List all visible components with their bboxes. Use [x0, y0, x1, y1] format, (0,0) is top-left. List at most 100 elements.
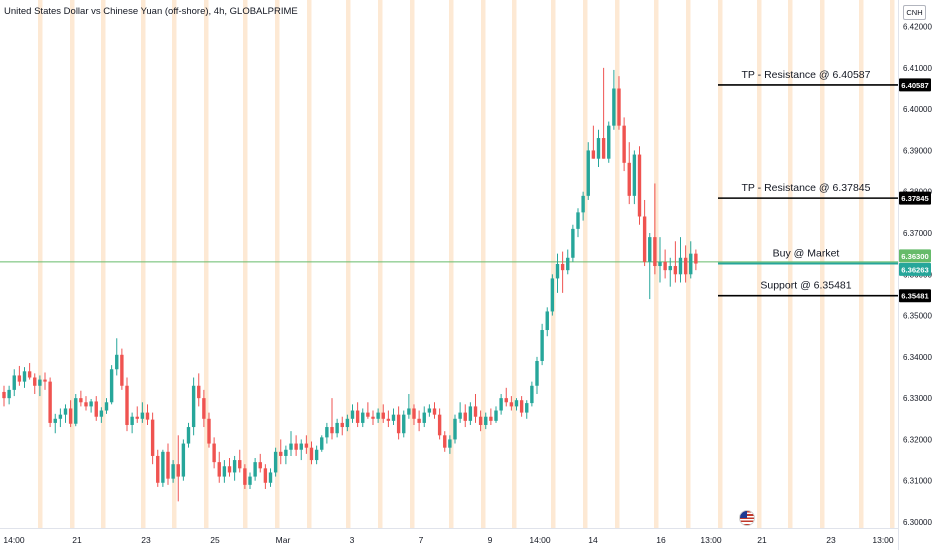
candle	[663, 249, 667, 279]
time-axis[interactable]: 14:00 21 23 25 Mar 3 7 9 14:00 14 16 13:00 21 23 13:00	[3, 535, 894, 545]
candle-body	[248, 476, 252, 485]
session-band	[449, 0, 454, 528]
candle-body	[12, 375, 16, 390]
candle	[340, 416, 344, 436]
candle	[366, 402, 370, 419]
candle-body	[7, 389, 11, 399]
candle	[89, 398, 93, 413]
candle	[448, 435, 452, 454]
candle	[74, 394, 78, 427]
x-tick-label: 9	[488, 535, 493, 545]
candle-body	[437, 414, 442, 436]
candle-body	[514, 400, 519, 407]
candle-body	[27, 371, 32, 378]
candle-body	[145, 412, 150, 420]
candle-body	[325, 427, 329, 438]
tp2-label: TP - Resistance @ 6.40587	[742, 69, 871, 81]
session-band	[275, 0, 280, 528]
candle-body	[478, 416, 483, 425]
candle-body	[2, 391, 6, 399]
candle	[212, 437, 216, 469]
candle-body	[642, 216, 647, 262]
candle-body	[22, 371, 27, 382]
candle	[279, 439, 283, 465]
candle-body	[366, 412, 370, 417]
candle	[330, 398, 334, 440]
candle	[125, 377, 129, 432]
candle	[550, 274, 555, 316]
candle	[560, 251, 565, 293]
candle	[648, 233, 652, 300]
candle	[345, 414, 350, 432]
y-tick-label: 6.32000	[903, 435, 932, 444]
candle-body	[540, 330, 544, 361]
current-price-label: 6.36300	[899, 249, 931, 263]
y-tick-label: 6.35000	[903, 312, 932, 321]
candle-body	[427, 408, 432, 413]
candle	[694, 249, 698, 271]
candle	[391, 408, 396, 425]
tp2-price-label: 6.40587	[899, 78, 931, 92]
candle-body	[17, 375, 22, 382]
candle-body	[422, 412, 426, 423]
candle-body	[243, 468, 247, 485]
candle-body	[268, 472, 273, 483]
candle	[253, 458, 257, 481]
candle	[248, 472, 252, 489]
session-band	[307, 0, 312, 528]
candle-body	[294, 443, 298, 450]
candle	[320, 435, 324, 452]
candle	[104, 398, 109, 414]
candle	[38, 375, 42, 397]
candle-body	[161, 451, 165, 483]
candle	[443, 431, 447, 452]
candle	[289, 431, 293, 456]
candle	[238, 449, 242, 473]
candle	[135, 406, 139, 423]
candle	[294, 435, 298, 456]
candle-body	[596, 138, 601, 159]
candle-body	[586, 150, 590, 196]
candle-body	[176, 464, 180, 477]
candle-body	[197, 385, 201, 399]
candle-body	[622, 125, 626, 163]
svg-text:6.35481: 6.35481	[901, 292, 929, 301]
candle	[591, 125, 596, 159]
candle-body	[289, 443, 293, 450]
annotations: TP - Resistance @ 6.40587 TP - Resistance…	[718, 69, 898, 297]
candle-body	[694, 253, 698, 264]
y-tick-label: 6.30000	[903, 518, 932, 527]
tp1-label: TP - Resistance @ 6.37845	[742, 182, 871, 194]
candle	[612, 69, 616, 130]
candle	[489, 408, 493, 425]
candle	[571, 224, 575, 262]
y-tick-label: 6.40000	[903, 105, 932, 114]
x-tick-label: 13:00	[700, 535, 722, 545]
candle-body	[166, 451, 170, 479]
candle-body	[79, 398, 83, 403]
currency-badge[interactable]: CNH	[903, 5, 926, 20]
candle-body	[432, 408, 437, 415]
x-tick-label: 14:00	[529, 535, 551, 545]
candle-body	[473, 406, 478, 417]
x-tick-label: 21	[72, 535, 82, 545]
candle	[191, 377, 196, 436]
x-tick-label: 16	[656, 535, 666, 545]
us-flag-icon[interactable]	[739, 510, 755, 526]
candle-body	[555, 263, 560, 279]
candle-body	[38, 379, 42, 386]
candle	[227, 458, 232, 477]
candle-body	[396, 414, 401, 434]
svg-text:6.36263: 6.36263	[901, 265, 928, 274]
entry-price-label: 6.36263	[899, 262, 931, 276]
x-tick-label: 23	[826, 535, 836, 545]
candle	[468, 402, 473, 425]
candle	[181, 439, 186, 481]
tp1-price-label: 6.37845	[899, 191, 931, 205]
candles	[2, 67, 698, 502]
candle-body	[607, 125, 611, 159]
candle-body	[550, 278, 555, 312]
candle-body	[156, 455, 160, 483]
